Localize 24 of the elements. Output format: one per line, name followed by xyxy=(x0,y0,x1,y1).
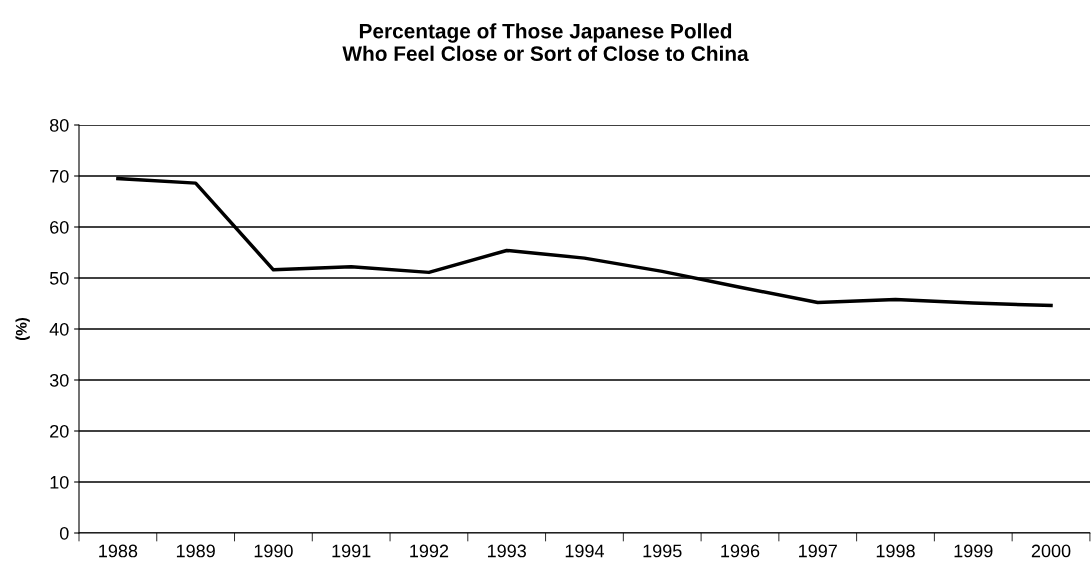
y-tick-label: 60 xyxy=(50,220,69,234)
x-tick-label: 1989 xyxy=(176,544,215,558)
x-tick-label: 1988 xyxy=(99,544,138,558)
x-tick-label: 1993 xyxy=(487,544,526,558)
y-tick-label: 10 xyxy=(50,475,69,489)
x-tick-label: 1998 xyxy=(876,544,915,558)
x-tick-label: 1996 xyxy=(721,544,760,558)
y-tick-label: 0 xyxy=(59,526,69,540)
x-tick-label: 2000 xyxy=(1031,544,1071,558)
y-tick-label: 70 xyxy=(50,169,69,183)
y-tick-label: 40 xyxy=(49,322,69,336)
x-tick-label: 1994 xyxy=(565,544,605,558)
y-tick-label: 80 xyxy=(49,118,69,132)
chart-title: Percentage of Those Japanese Polled Who Feel Close or Sort of Close to China xyxy=(342,23,749,62)
y-axis-title: (%) xyxy=(15,317,30,341)
x-tick-label: 1990 xyxy=(254,544,293,558)
x-tick-label: 1999 xyxy=(954,544,993,558)
x-tick-label: 1995 xyxy=(643,544,682,558)
y-tick-label: 50 xyxy=(49,271,69,285)
y-tick-label: 20 xyxy=(50,424,69,438)
x-tick-label: 1992 xyxy=(410,544,449,558)
x-tick-label: 1991 xyxy=(332,544,371,558)
x-tick-label: 1997 xyxy=(799,544,837,558)
y-tick-label: 30 xyxy=(49,373,69,387)
